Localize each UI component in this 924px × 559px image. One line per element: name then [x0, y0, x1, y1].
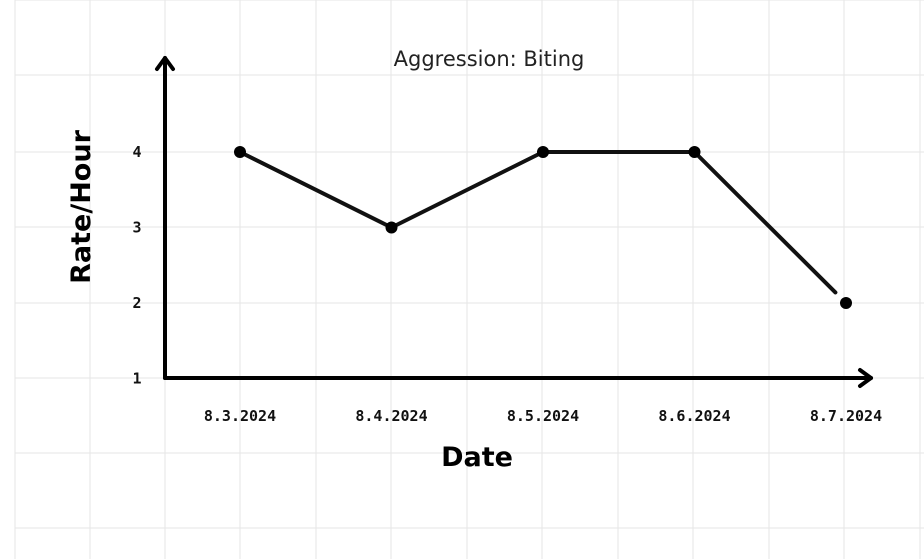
y-axis-title: Rate/Hour — [66, 129, 97, 283]
x-tick-label: 8.4.2024 — [355, 407, 427, 425]
x-tick-label: 8.3.2024 — [204, 407, 276, 425]
background-grid — [14, 0, 924, 559]
series — [234, 146, 852, 309]
series-group — [234, 146, 852, 309]
x-axis-title: Date — [441, 442, 513, 473]
y-tick-label: 3 — [132, 219, 141, 237]
y-tick-label: 2 — [132, 294, 141, 312]
chart-title: Aggression: Biting — [394, 47, 585, 71]
x-tick-labels: 8.3.2024 8.4.2024 8.5.2024 8.6.2024 8.7.2024 — [204, 407, 882, 425]
data-point — [385, 221, 398, 234]
x-tick-label: 8.6.2024 — [658, 407, 730, 425]
x-tick-label: 8.5.2024 — [507, 407, 579, 425]
data-point — [840, 297, 852, 309]
data-point — [234, 146, 246, 158]
y-axis-arrow-icon — [155, 56, 175, 71]
series-line-segment — [238, 150, 394, 230]
y-tick-label: 4 — [132, 143, 141, 161]
series-line-segment — [389, 150, 545, 230]
x-axis-arrow-icon — [858, 368, 873, 388]
y-tick-label: 1 — [132, 370, 141, 388]
x-tick-label: 8.7.2024 — [810, 407, 882, 425]
axes — [155, 56, 873, 388]
data-point — [537, 146, 549, 158]
data-point — [688, 146, 701, 158]
y-tick-labels: 1 2 3 4 — [132, 143, 141, 388]
series-line-segment — [692, 150, 838, 295]
